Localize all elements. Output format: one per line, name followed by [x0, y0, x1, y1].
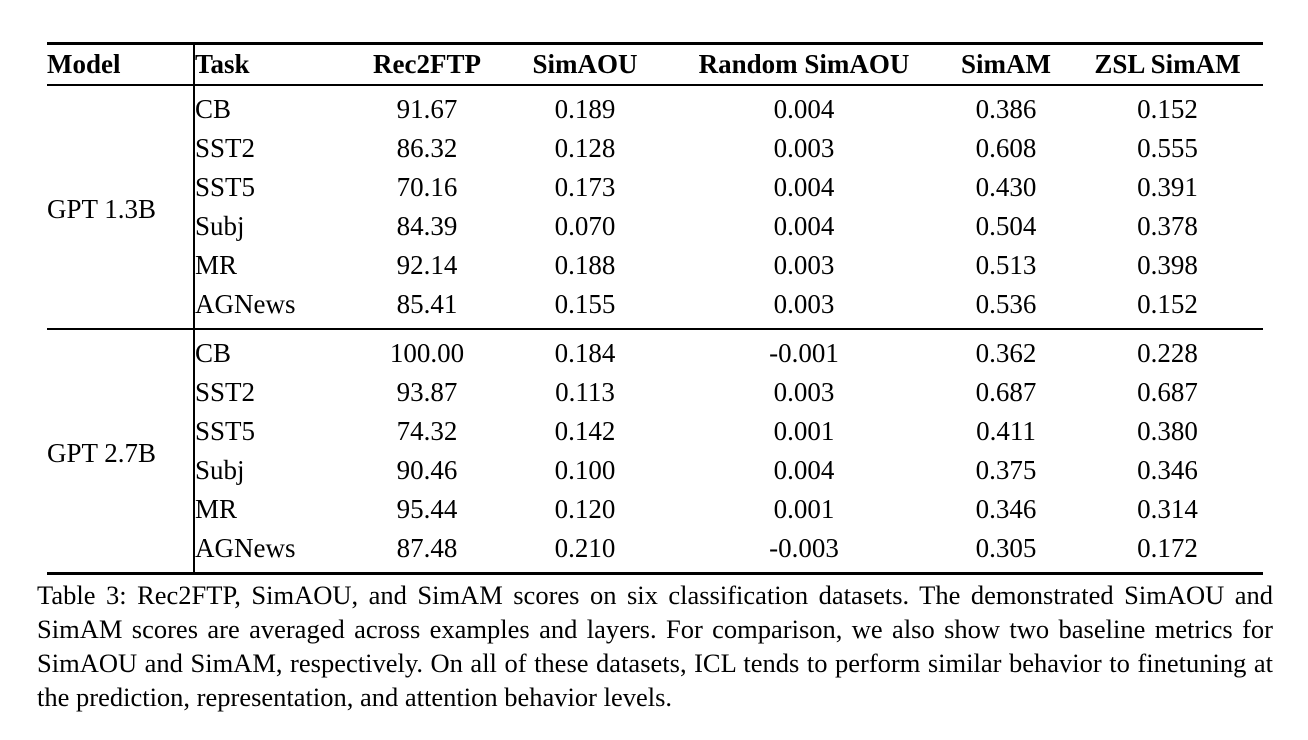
- value-cell: 0.128: [554, 133, 616, 163]
- value-cell: 0.188: [554, 250, 616, 280]
- value-cell: 0.346: [1137, 455, 1198, 485]
- header-task: Task: [193, 43, 352, 86]
- value-cell: 0.070: [554, 211, 616, 241]
- value-cell: 0.003: [773, 133, 835, 163]
- value-cell: 0.536: [940, 285, 1072, 330]
- value-cell: 100.00: [389, 338, 465, 368]
- table-row: AGNews 85.41 0.155 0.003 0.536 0.152: [47, 285, 1263, 330]
- value-cell: 93.87: [396, 377, 458, 407]
- value-cell: -0.001: [769, 338, 839, 368]
- header-rec2ftp: Rec2FTP: [352, 43, 502, 86]
- value-cell: -0.003: [769, 533, 839, 563]
- task-cell: SST5: [193, 412, 352, 451]
- value-cell: 0.380: [1137, 416, 1198, 446]
- task-cell: SST2: [193, 373, 352, 412]
- value-cell: 95.44: [396, 494, 458, 524]
- table-row: SST5 74.32 0.142 0.001 0.411 0.380: [47, 412, 1263, 451]
- value-cell: 0.430: [975, 172, 1037, 202]
- value-cell: 0.004: [773, 211, 835, 241]
- table-row: Subj 90.46 0.100 0.004 0.375 0.346: [47, 451, 1263, 490]
- table-row: Subj 84.39 0.070 0.004 0.504 0.378: [47, 207, 1263, 246]
- value-cell: 0.004: [773, 172, 835, 202]
- value-cell: 0.001: [773, 494, 835, 524]
- task-cell: MR: [193, 490, 352, 529]
- table-caption: Table 3: Rec2FTP, SimAOU, and SimAM scor…: [37, 580, 1273, 712]
- value-cell: 87.48: [396, 533, 458, 563]
- value-cell: 92.14: [396, 250, 458, 280]
- value-cell: 0.100: [554, 455, 616, 485]
- table-row: GPT 1.3B CB 91.67 0.189 0.004 0.386 0.15…: [47, 85, 1263, 330]
- task-cell: SST5: [193, 168, 352, 207]
- value-cell: 0.142: [554, 416, 616, 446]
- value-cell: 0.120: [554, 494, 616, 524]
- value-cell: 0.152: [1137, 94, 1198, 124]
- value-cell: 0.004: [773, 94, 835, 124]
- value-cell: 0.391: [1137, 172, 1198, 202]
- value-cell: 85.41: [352, 285, 502, 330]
- value-cell: 70.16: [396, 172, 458, 202]
- header-simaou: SimAOU: [502, 43, 668, 86]
- value-cell: 0.184: [554, 338, 616, 368]
- value-cell: 0.113: [555, 377, 615, 407]
- value-cell: 0.346: [975, 494, 1037, 524]
- table-row: AGNews 87.48 0.210 -0.003 0.305 0.172: [47, 529, 1263, 574]
- results-table: Model Task Rec2FTP SimAOU Random SimAOU …: [47, 42, 1263, 575]
- header-simam: SimAM: [940, 43, 1072, 86]
- value-cell: 0.398: [1137, 250, 1198, 280]
- value-cell: 0.378: [1137, 211, 1198, 241]
- value-cell: 0.173: [554, 172, 616, 202]
- value-cell: 0.172: [1137, 533, 1198, 563]
- table-row: SST2 93.87 0.113 0.003 0.687 0.687: [47, 373, 1263, 412]
- value-cell: 0.386: [975, 94, 1037, 124]
- model-label: GPT 2.7B: [47, 437, 157, 468]
- value-cell: 0.189: [554, 94, 616, 124]
- header-model: Model: [47, 43, 194, 86]
- value-cell: 0.003: [668, 285, 940, 330]
- table-row: SST2 86.32 0.128 0.003 0.608 0.555: [47, 129, 1263, 168]
- value-cell: 86.32: [396, 133, 458, 163]
- value-cell: 84.39: [396, 211, 458, 241]
- value-cell: 0.375: [975, 455, 1037, 485]
- value-cell: 0.411: [976, 416, 1036, 446]
- header-random-simaou: Random SimAOU: [668, 43, 940, 86]
- value-cell: 0.003: [773, 377, 835, 407]
- value-cell: 0.608: [975, 133, 1037, 163]
- value-cell: 0.001: [773, 416, 835, 446]
- value-cell: 0.687: [975, 377, 1037, 407]
- task-cell: CB: [193, 85, 352, 129]
- value-cell: 0.513: [975, 250, 1037, 280]
- task-cell: MR: [193, 246, 352, 285]
- value-cell: 0.555: [1137, 133, 1198, 163]
- model-label: GPT 1.3B: [47, 85, 194, 330]
- value-cell: 0.228: [1137, 338, 1198, 368]
- value-cell: 0.362: [975, 338, 1037, 368]
- task-cell: Subj: [193, 207, 352, 246]
- task-cell: Subj: [193, 451, 352, 490]
- group-gpt-2-7b: GPT 2.7B CB 100.00 0.184 -0.001 0.362 0.…: [47, 329, 1263, 574]
- task-cell: AGNews: [193, 529, 352, 574]
- task-cell: AGNews: [193, 285, 352, 330]
- value-cell: 0.155: [502, 285, 668, 330]
- table-header-row: Model Task Rec2FTP SimAOU Random SimAOU …: [47, 43, 1263, 86]
- task-cell: CB: [193, 329, 352, 373]
- value-cell: 0.687: [1137, 377, 1198, 407]
- table-row: MR 92.14 0.188 0.003 0.513 0.398: [47, 246, 1263, 285]
- table-row: MR 95.44 0.120 0.001 0.346 0.314: [47, 490, 1263, 529]
- value-cell: 91.67: [396, 94, 458, 124]
- header-zsl-simam: ZSL SimAM: [1072, 43, 1263, 86]
- value-cell: 0.004: [773, 455, 835, 485]
- value-cell: 0.210: [554, 533, 616, 563]
- value-cell: 0.152: [1072, 285, 1263, 330]
- value-cell: 74.32: [396, 416, 458, 446]
- task-cell: SST2: [193, 129, 352, 168]
- value-cell: 90.46: [396, 455, 458, 485]
- value-cell: 0.305: [975, 533, 1037, 563]
- value-cell: 0.314: [1137, 494, 1198, 524]
- group-gpt-1-3b: GPT 1.3B CB 91.67 0.189 0.004 0.386 0.15…: [47, 85, 1263, 330]
- value-cell: 0.504: [975, 211, 1037, 241]
- value-cell: 0.003: [773, 250, 835, 280]
- table-row: GPT 2.7B CB 100.00 0.184 -0.001 0.362 0.…: [47, 329, 1263, 468]
- table-row: SST5 70.16 0.173 0.004 0.430 0.391: [47, 168, 1263, 207]
